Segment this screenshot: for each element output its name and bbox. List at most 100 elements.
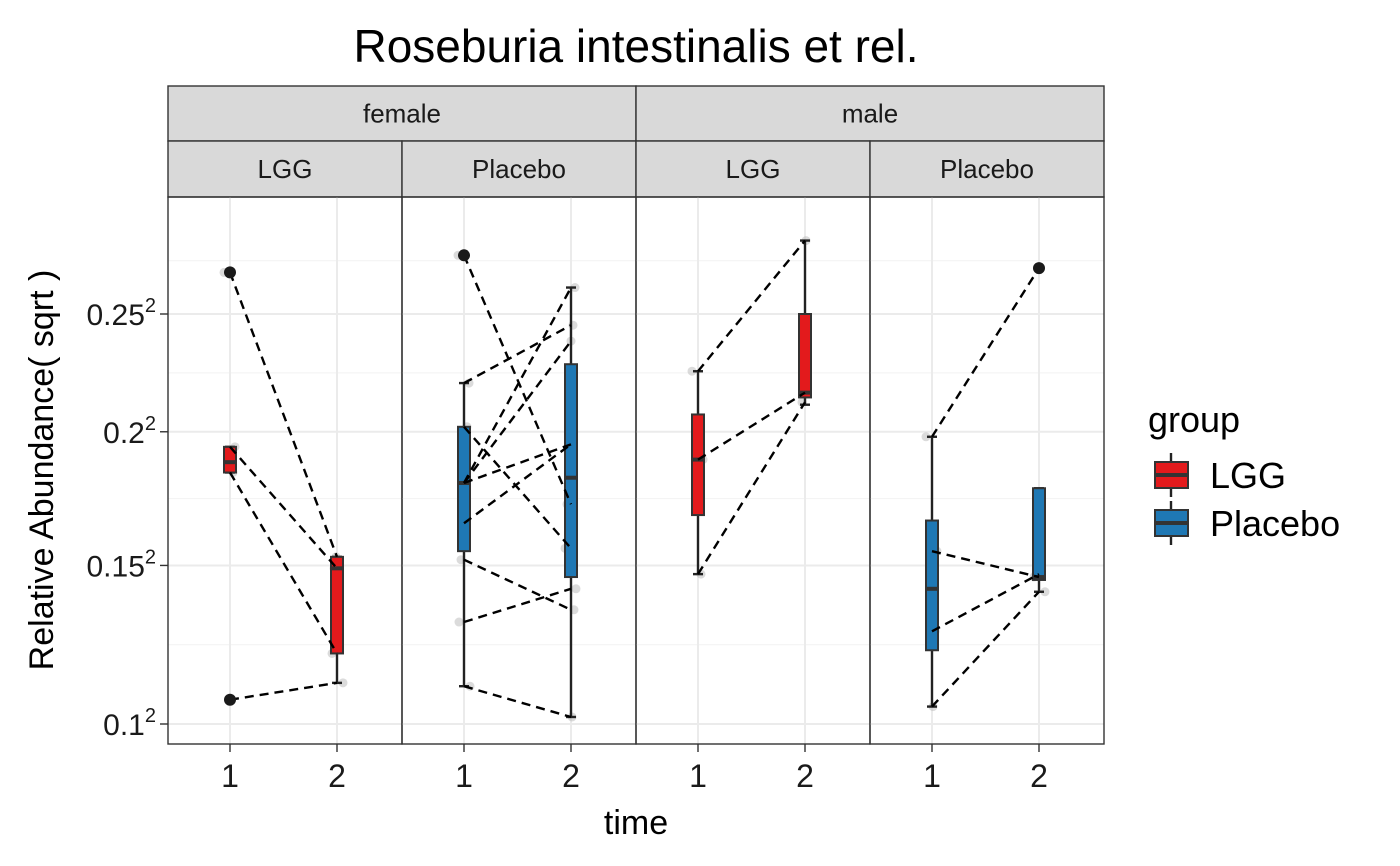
panel-male-placebo: Placebo 1 2 [869, 140, 1105, 794]
strip-female-lgg-bg [167, 140, 403, 198]
y-tick-label: 0.152 [86, 546, 156, 583]
paired-lines [930, 267, 1041, 708]
box-male-lgg-time-1 [691, 370, 705, 576]
strip-female-placebo-label: Placebo [472, 154, 566, 184]
paired-line [697, 239, 806, 373]
legend: group LGG Placebo [1148, 399, 1340, 545]
y-tick-exponent: 2 [145, 413, 156, 435]
legend-title: group [1148, 399, 1240, 440]
boxplots [691, 239, 812, 576]
paired-line [463, 558, 572, 611]
legend-label: LGG [1210, 455, 1286, 496]
panel-female-placebo: Placebo 1 2 [401, 140, 637, 794]
paired-line [697, 391, 806, 461]
legend-item-placebo: Placebo [1154, 501, 1340, 545]
box-iqr [798, 313, 812, 399]
x-tick-label: 1 [689, 758, 707, 794]
panel-grid [402, 197, 636, 744]
box-iqr [457, 425, 471, 553]
paired-line [463, 685, 572, 719]
paired-line [228, 271, 339, 558]
x-tick-label: 1 [221, 758, 239, 794]
box-iqr [564, 363, 578, 579]
y-tick-label: 0.12 [103, 705, 156, 742]
paired-lines [462, 254, 573, 719]
y-axis-title: Relative Abundance( sqrt ) [23, 270, 61, 671]
boxplots [457, 286, 578, 719]
paired-line [931, 573, 1040, 633]
x-tick-label: 1 [923, 758, 941, 794]
paired-lines [228, 271, 339, 701]
paired-line [229, 681, 338, 701]
panel-male-lgg: LGG 1 2 [635, 140, 871, 794]
x-tick-label: 2 [1030, 758, 1048, 794]
strip-female-lgg-label: LGG [258, 154, 313, 184]
outlier-point [224, 266, 236, 279]
panel-grid [168, 197, 402, 744]
paired-line [463, 443, 572, 525]
paired-line [463, 443, 572, 485]
y-axis: 0.12 0.152 0.22 0.252 [86, 295, 168, 742]
paired-line [931, 590, 1040, 708]
paired-line [462, 254, 573, 505]
strip-female-placebo-bg [401, 140, 637, 198]
jitter-point [571, 584, 581, 594]
panel-grid [636, 197, 870, 744]
legend-label: Placebo [1210, 503, 1340, 544]
strip-male: male [635, 85, 1105, 142]
jitter-points [921, 263, 1050, 712]
facet-panels: female male LGG 1 2 Placebo 1 2 LGG 1 2 Placebo 1 2 [167, 85, 1105, 794]
box-iqr [691, 413, 705, 517]
y-tick-exponent: 2 [145, 546, 156, 568]
strip-male-placebo-bg [869, 140, 1105, 198]
x-tick-label: 2 [328, 758, 346, 794]
paired-line [463, 587, 572, 624]
panel-female-lgg: LGG 1 2 [167, 140, 403, 794]
jitter-point [1040, 587, 1050, 597]
panel-border [167, 196, 403, 745]
box-male-placebo-time-1 [925, 435, 939, 708]
outliers [224, 266, 236, 706]
x-tick-label: 2 [796, 758, 814, 794]
box-male-lgg-time-2 [798, 239, 812, 406]
outliers [1033, 262, 1045, 275]
chart-title: Roseburia intestinalis et rel. [353, 20, 918, 72]
x-tick-label: 2 [562, 758, 580, 794]
panel-border [635, 196, 871, 745]
jitter-point [454, 617, 464, 627]
jitter-point [921, 432, 931, 442]
box-iqr [330, 555, 344, 655]
y-tick-label: 0.252 [86, 295, 156, 332]
y-tick-exponent: 2 [145, 705, 156, 727]
paired-lines [696, 239, 807, 575]
paired-line [463, 324, 572, 385]
panel-border [401, 196, 637, 745]
strip-female-label: female [363, 99, 441, 129]
outlier-point [224, 693, 236, 706]
paired-line [696, 401, 807, 575]
outliers [458, 249, 470, 262]
boxplots [925, 435, 1046, 708]
legend-item-lgg: LGG [1154, 453, 1286, 497]
jitter-points [687, 236, 811, 579]
outlier-point [1033, 262, 1045, 275]
x-axis-title: time [604, 804, 668, 842]
panel-border [869, 196, 1105, 745]
box-female-placebo-time-2 [564, 286, 578, 719]
y-tick-label: 0.22 [103, 413, 156, 450]
strip-male-label: male [842, 99, 898, 129]
paired-line [462, 286, 573, 484]
paired-line [229, 446, 338, 570]
strip-male-bg [635, 85, 1105, 142]
panel-grid [870, 197, 1104, 744]
box-female-lgg-time-2 [330, 555, 344, 685]
outlier-point [458, 249, 470, 262]
box-iqr [1032, 487, 1046, 581]
paired-line [930, 267, 1041, 438]
strip-male-lgg-label: LGG [726, 154, 781, 184]
paired-line [463, 425, 572, 550]
x-tick-label: 1 [455, 758, 473, 794]
y-tick-exponent: 2 [145, 295, 156, 317]
